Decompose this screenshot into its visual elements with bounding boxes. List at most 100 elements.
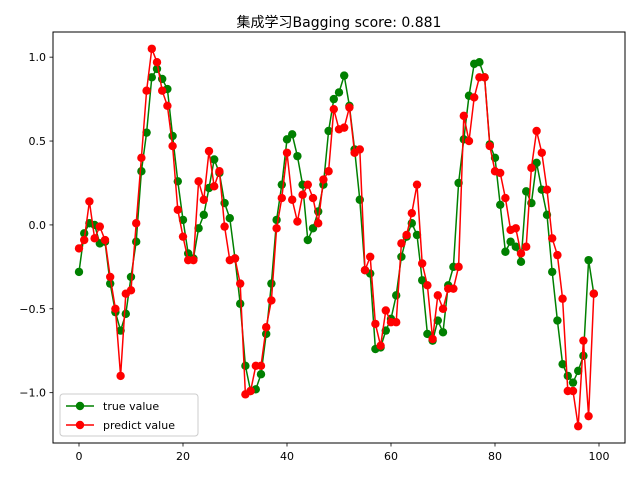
data-point [324, 167, 333, 176]
y-tick-label: 0.0 [29, 219, 47, 232]
data-point [236, 299, 245, 308]
data-point [496, 168, 505, 178]
data-point [158, 86, 167, 95]
data-point [366, 252, 375, 261]
y-tick-label: −0.5 [19, 303, 46, 316]
data-point [319, 175, 328, 184]
data-point [459, 111, 468, 121]
data-point [574, 366, 583, 376]
y-tick-label: 1.0 [29, 51, 47, 64]
y-tick-label: 0.5 [29, 135, 47, 148]
data-point [340, 71, 349, 80]
y-axis: −1.0 −0.5 0.0 0.5 1.0 [19, 51, 53, 400]
data-point [121, 309, 130, 319]
data-point [501, 247, 510, 256]
data-point [516, 249, 526, 258]
data-point [438, 328, 448, 337]
data-point [553, 316, 562, 325]
data-point [568, 378, 578, 387]
data-point [392, 318, 401, 327]
data-point [579, 351, 588, 360]
legend-label: true value [103, 400, 159, 413]
x-axis: 0 20 40 60 80 100 [76, 443, 610, 463]
data-point [210, 182, 219, 191]
data-point [397, 239, 406, 248]
data-point [199, 195, 208, 204]
data-point [412, 230, 422, 240]
data-point [225, 214, 234, 223]
data-point [215, 167, 224, 176]
data-point [282, 135, 292, 144]
data-point [137, 153, 146, 163]
data-point [548, 267, 557, 277]
data-point [236, 279, 245, 288]
data-point [199, 210, 208, 220]
data-point [168, 141, 177, 151]
data-point [272, 215, 281, 225]
chart-title: 集成学习Bagging score: 0.881 [237, 14, 442, 31]
data-point [106, 272, 115, 282]
data-point [568, 386, 578, 396]
data-point [334, 88, 344, 97]
data-point [303, 180, 312, 189]
data-point [522, 187, 531, 196]
data-point [74, 244, 84, 253]
data-point [423, 329, 432, 339]
data-point [80, 229, 89, 238]
data-point [511, 224, 520, 233]
data-point [74, 267, 84, 277]
data-point [381, 306, 390, 315]
y-tick-label: −1.0 [19, 387, 46, 400]
data-point [501, 193, 510, 203]
data-point [163, 101, 172, 111]
data-point [137, 167, 146, 176]
data-point [511, 242, 520, 251]
plot-area [74, 44, 598, 431]
data-point [584, 411, 593, 421]
data-point [194, 224, 203, 233]
data-point [142, 86, 151, 95]
x-tick-label: 0 [76, 450, 83, 463]
data-point [189, 255, 198, 265]
data-point [267, 279, 276, 288]
data-point [256, 361, 266, 371]
data-point [277, 180, 286, 189]
data-point [522, 242, 531, 251]
series-line [78, 48, 595, 427]
data-point [267, 296, 276, 305]
data-point [548, 234, 557, 243]
data-point [298, 190, 307, 199]
data-point [246, 386, 255, 396]
data-point [558, 359, 567, 369]
data-point [537, 148, 546, 157]
data-point [147, 44, 156, 53]
data-point [345, 103, 354, 112]
x-tick-label: 80 [488, 450, 502, 463]
data-point [397, 252, 406, 261]
x-tick-label: 60 [384, 450, 398, 463]
data-point [293, 151, 302, 161]
data-point [80, 235, 89, 245]
data-point [475, 58, 484, 67]
data-point [371, 319, 380, 329]
data-point [340, 123, 349, 132]
data-point [303, 235, 312, 245]
data-point [173, 205, 182, 215]
data-point [506, 237, 515, 246]
data-point [132, 237, 141, 246]
data-point [293, 217, 302, 226]
data-point [230, 254, 240, 263]
data-point [532, 126, 541, 136]
data-point [288, 195, 297, 204]
data-point [277, 193, 286, 203]
data-point [282, 148, 292, 157]
legend-marker [75, 401, 85, 411]
data-point [220, 222, 229, 231]
data-point [485, 141, 494, 151]
data-point [542, 185, 552, 194]
data-point [360, 266, 370, 275]
data-point [553, 250, 562, 260]
legend: true value predict value [59, 393, 199, 437]
